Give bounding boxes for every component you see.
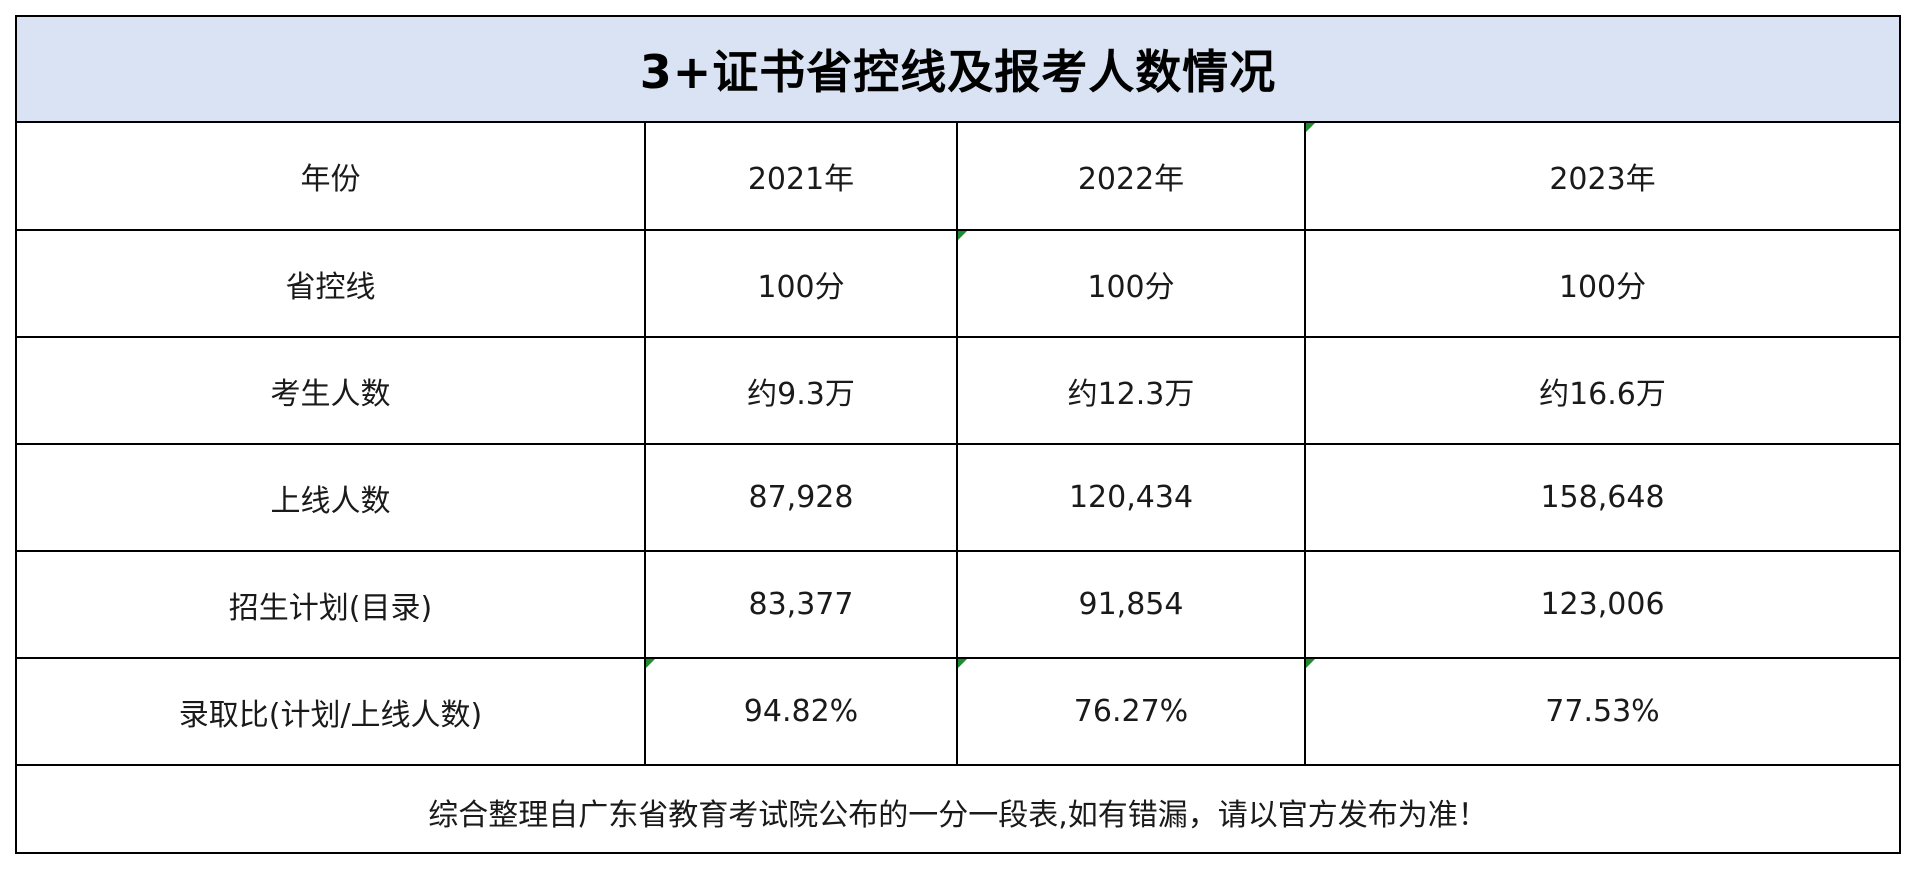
value-cell: 100分: [957, 230, 1306, 338]
value-cell: 91,854: [957, 551, 1306, 659]
value-cell: 约12.3万: [957, 337, 1306, 445]
value-cell: 77.53%: [1305, 658, 1899, 766]
table-row: 考生人数 约9.3万 约12.3万 约16.6万: [17, 337, 1899, 445]
header-year-2023: 2023年: [1305, 123, 1899, 231]
table-row: 录取比(计划/上线人数) 94.82% 76.27% 77.53%: [17, 658, 1899, 766]
table-row: 上线人数 87,928 120,434 158,648: [17, 444, 1899, 552]
source-note: 综合整理自广东省教育考试院公布的一分一段表,如有错漏，请以官方发布为准！: [428, 798, 1488, 833]
value-cell: 约9.3万: [645, 337, 958, 445]
header-year-2022: 2022年: [957, 123, 1306, 231]
header-label-cell: 年份: [17, 123, 646, 231]
header-year-2021: 2021年: [645, 123, 958, 231]
data-table: 3+证书省控线及报考人数情况 年份 2021年 2022年 2023年 省控线 …: [15, 15, 1901, 854]
table-grid: 年份 2021年 2022年 2023年 省控线 100分 100分 100分 …: [17, 123, 1899, 766]
value-cell: 94.82%: [645, 658, 958, 766]
row-label-cell: 省控线: [17, 230, 646, 338]
value-cell: 120,434: [957, 444, 1306, 552]
table-row: 招生计划(目录) 83,377 91,854 123,006: [17, 551, 1899, 659]
value-cell: 83,377: [645, 551, 958, 659]
header-row: 年份 2021年 2022年 2023年: [17, 123, 1899, 231]
value-cell: 100分: [1305, 230, 1899, 338]
row-label-cell: 考生人数: [17, 337, 646, 445]
row-label-cell: 录取比(计划/上线人数): [17, 658, 646, 766]
value-cell: 76.27%: [957, 658, 1306, 766]
row-label-cell: 上线人数: [17, 444, 646, 552]
value-cell: 123,006: [1305, 551, 1899, 659]
value-cell: 约16.6万: [1305, 337, 1899, 445]
table-title: 3+证书省控线及报考人数情况: [17, 17, 1899, 123]
row-label-cell: 招生计划(目录): [17, 551, 646, 659]
value-cell: 87,928: [645, 444, 958, 552]
value-cell: 100分: [645, 230, 958, 338]
value-cell: 158,648: [1305, 444, 1899, 552]
table-row: 省控线 100分 100分 100分: [17, 230, 1899, 338]
